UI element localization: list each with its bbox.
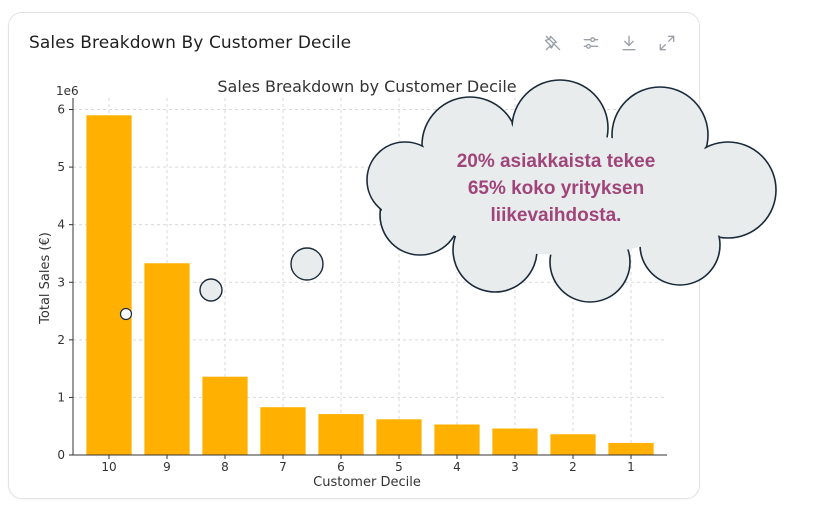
axes: 0 1 2 3 4 5 6 10 9 8 7 6 5 4 3 2 1 xyxy=(57,98,667,474)
x-tick-label: 7 xyxy=(279,460,287,474)
y-tick-label: 0 xyxy=(57,448,65,462)
bar-decile-7 xyxy=(260,407,306,455)
bubble-large-dot xyxy=(290,247,324,281)
bar-decile-6 xyxy=(318,414,364,455)
x-tick-label: 2 xyxy=(569,460,577,474)
bar-decile-10 xyxy=(86,115,132,455)
y-multiplier-label: 1e6 xyxy=(56,84,79,98)
card-title: Sales Breakdown By Customer Decile xyxy=(29,33,352,53)
callout-line-3: liikevaihdosta. xyxy=(491,205,622,226)
bar-decile-8 xyxy=(202,376,248,455)
x-axis-label: Customer Decile xyxy=(313,475,421,490)
x-tick-label: 3 xyxy=(511,460,519,474)
bar-decile-5 xyxy=(376,419,422,455)
y-tick-label: 6 xyxy=(57,103,65,117)
bar-decile-4 xyxy=(434,424,480,455)
y-tick-label: 1 xyxy=(57,390,65,404)
x-tick-label: 9 xyxy=(163,460,171,474)
x-tick-label: 4 xyxy=(453,460,461,474)
bubble-small-dot xyxy=(119,307,133,321)
y-tick-label: 5 xyxy=(57,160,65,174)
bar-decile-9 xyxy=(144,263,190,455)
x-tick-label: 5 xyxy=(395,460,403,474)
card-toolbar xyxy=(541,31,679,55)
download-icon[interactable] xyxy=(617,31,641,55)
expand-icon[interactable] xyxy=(655,31,679,55)
bar-decile-3 xyxy=(492,428,538,455)
callout-bubble: 20% asiakkaista tekee 65% koko yrityksen… xyxy=(119,79,777,321)
bubble-medium-dot xyxy=(199,278,223,302)
y-tick-label: 2 xyxy=(57,333,65,347)
y-axis-label: Total Sales (€) xyxy=(38,232,53,325)
chart-title: Sales Breakdown by Customer Decile xyxy=(217,77,516,96)
x-tick-label: 1 xyxy=(627,460,635,474)
x-tick-label: 10 xyxy=(101,460,116,474)
cloud-fill xyxy=(368,81,775,301)
sliders-icon[interactable] xyxy=(579,31,603,55)
y-tick-label: 3 xyxy=(57,275,65,289)
y-tick-label: 4 xyxy=(57,218,65,232)
callout-line-1: 20% asiakkaista tekee xyxy=(457,151,656,172)
bar-decile-1 xyxy=(608,442,654,455)
x-tick-label: 6 xyxy=(337,460,345,474)
bar-decile-2 xyxy=(550,434,596,455)
x-tick-label: 8 xyxy=(221,460,229,474)
bars xyxy=(86,115,654,455)
pin-off-icon[interactable] xyxy=(541,31,565,55)
callout-line-2: 65% koko yrityksen xyxy=(468,178,644,199)
